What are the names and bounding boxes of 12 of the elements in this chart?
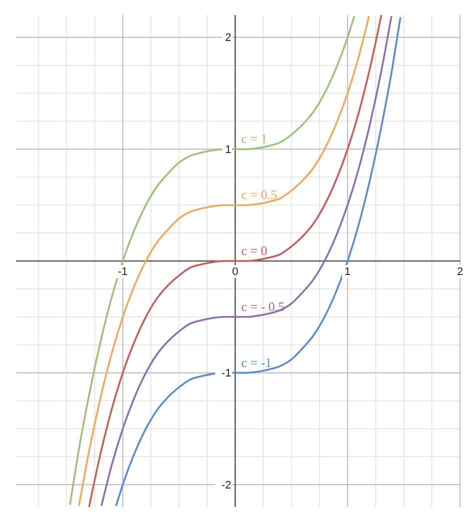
x-tick-label: 1: [344, 266, 351, 278]
x-tick-label: -1: [118, 266, 128, 278]
y-tick-label: 2: [225, 32, 232, 44]
series-label: c = 1: [241, 131, 268, 146]
y-tick-label: -2: [221, 479, 232, 492]
series-label: c = 0.5: [241, 187, 278, 202]
y-tick-label: -1: [221, 368, 232, 380]
x-tick-label: 2: [456, 266, 464, 278]
x-tick-label: 0: [232, 266, 238, 278]
series-label: c = -1: [241, 354, 272, 370]
series-label: c = 0: [241, 243, 268, 258]
y-tick-label: 1: [225, 144, 232, 156]
